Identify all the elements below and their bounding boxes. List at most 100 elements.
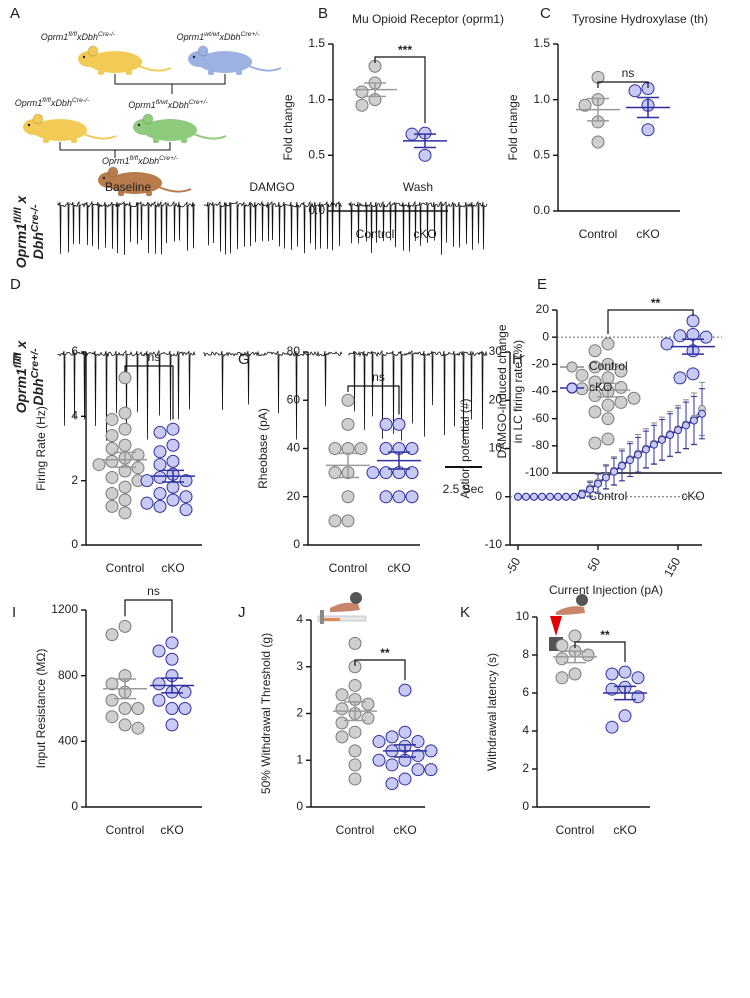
data-point [131, 702, 145, 715]
mouse-body [33, 119, 87, 141]
data-point [366, 466, 380, 480]
data-point [514, 492, 522, 501]
significance-bracket [607, 309, 694, 334]
data-point [105, 470, 119, 484]
x-axis-label: Current Injection (pA) [549, 583, 663, 597]
y-tick-label: -60 [532, 411, 550, 425]
y-tick-label: 800 [58, 668, 78, 682]
y-tick-label: 10 [516, 609, 530, 623]
mouse-tail [248, 65, 282, 72]
data-point [179, 490, 193, 504]
data-point [361, 697, 375, 711]
data-point [578, 490, 586, 499]
data-point [555, 639, 569, 652]
data-point [341, 490, 355, 504]
label: Oprm1fl/flxDbhCre+/- [102, 155, 179, 167]
mouse-eye [192, 55, 196, 59]
data-point [328, 514, 342, 528]
y-tick-label: 30 [489, 344, 503, 358]
y-axis-label: Rheobase (pA) [256, 408, 270, 489]
mouse-leg [236, 70, 242, 75]
data-point [105, 628, 119, 642]
data-point [105, 429, 119, 443]
text-segment: Oprm1 [177, 32, 205, 42]
text-segment: Cre+/- [159, 155, 179, 162]
text-segment: Dbh [30, 232, 46, 259]
data-point [660, 337, 674, 351]
data-point [575, 368, 589, 382]
y-tick-label: 3 [296, 659, 303, 673]
data-point [686, 314, 700, 328]
x-tick-label: Control [579, 227, 618, 241]
y-tick-label: 0 [495, 489, 502, 503]
data-point [588, 375, 602, 389]
data-point [152, 693, 166, 707]
mouse-ear [32, 113, 44, 125]
ephys-trace [203, 350, 343, 440]
decorations [59, 74, 588, 651]
data-point [690, 416, 698, 425]
y-tick-label: 4 [71, 409, 78, 423]
data-point [601, 398, 615, 412]
y-tick-label: -80 [532, 438, 550, 452]
significance-bracket [354, 659, 406, 681]
data-point [118, 506, 132, 520]
y-tick-label: 1 [296, 752, 303, 766]
y-tick-label: 80 [287, 344, 301, 358]
data-point [105, 454, 119, 468]
mouse-body [108, 172, 162, 194]
y-tick-label: 4 [522, 723, 529, 737]
data-point [335, 702, 349, 716]
mouse-leg [43, 138, 49, 143]
data-point [555, 671, 569, 685]
series-line [518, 413, 703, 498]
significance-label: ns [622, 66, 635, 80]
mouse-eye [137, 123, 141, 127]
y-tick-label: 1200 [51, 602, 78, 616]
data-point [570, 492, 578, 501]
data-point [385, 777, 399, 791]
data-point [398, 772, 412, 786]
ephys-trace [348, 349, 488, 442]
data-point [328, 466, 342, 480]
ephys-trace [203, 200, 343, 255]
data-point [361, 711, 375, 725]
data-point [118, 438, 132, 452]
data-point [605, 667, 619, 681]
data-point [105, 499, 119, 513]
data-point [588, 344, 602, 358]
mouse-eye [102, 176, 106, 180]
y-tick-label: 0 [522, 799, 529, 813]
data-point [165, 636, 179, 650]
data-point [118, 406, 132, 420]
data-point [341, 417, 355, 431]
data-point [355, 98, 369, 112]
label: Oprm1fl/flxDbhCre-/- [41, 31, 116, 43]
data-point [568, 667, 582, 681]
data-point [588, 405, 602, 419]
data-point [411, 735, 425, 749]
data-point [641, 123, 655, 137]
significance-label: *** [398, 43, 412, 57]
data-point [385, 730, 399, 744]
mouse-body [198, 51, 252, 73]
data-point [131, 721, 145, 735]
data-point [379, 490, 393, 504]
data-point [166, 454, 180, 468]
text-segment: Cre-/- [98, 31, 116, 38]
data-point [118, 371, 132, 385]
data-point [546, 492, 554, 501]
y-tick-label: 10 [489, 441, 503, 455]
legend-marker [566, 382, 578, 394]
x-tick-label: cKO [393, 823, 416, 837]
panel-letter: A [10, 5, 20, 22]
data-point [105, 487, 119, 501]
significance-label: ** [380, 646, 390, 660]
data-point [166, 480, 180, 494]
data-point [105, 710, 119, 724]
significance-label: ns [148, 350, 161, 364]
panel-letter: J [238, 604, 246, 621]
data-point [165, 652, 179, 666]
significance-label: ns [147, 584, 160, 598]
